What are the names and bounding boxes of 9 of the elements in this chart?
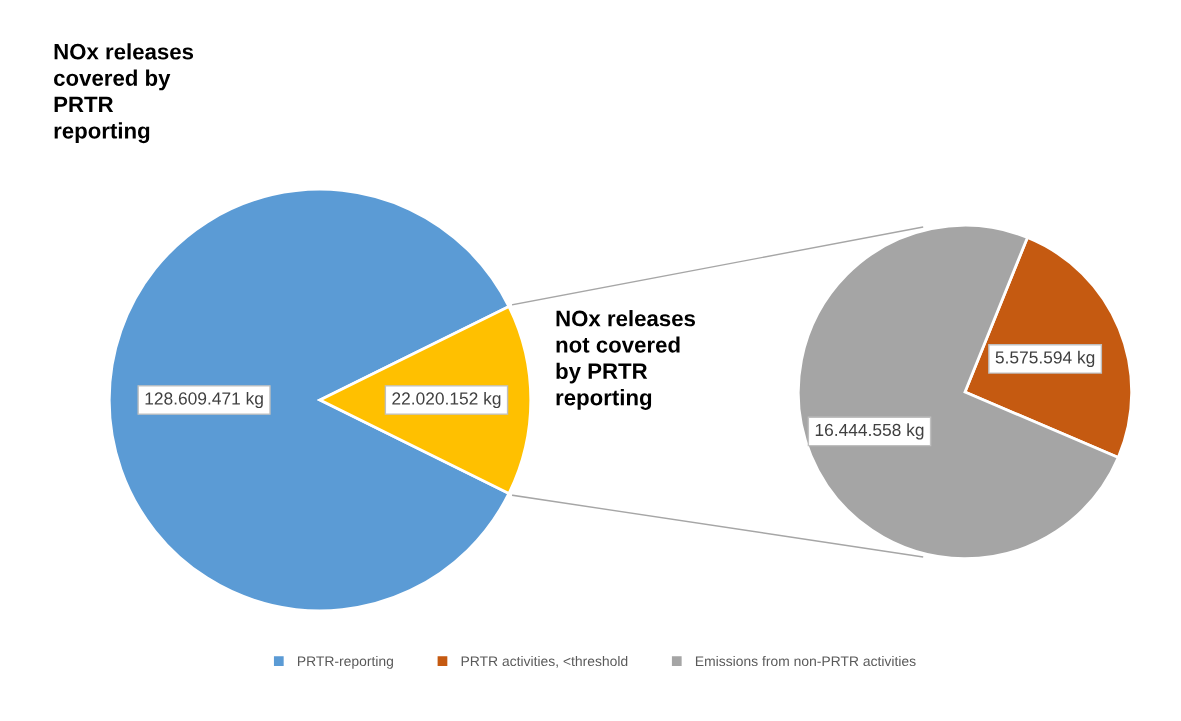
legend-label: Emissions from non-PRTR activities (695, 655, 916, 667)
data-label: 16.444.558 kg (815, 423, 924, 440)
legend-label: PRTR activities, <threshold (461, 655, 628, 668)
data-label: 5.575.594 kg (995, 350, 1095, 368)
data-label: 128.609.471 kg (145, 391, 263, 409)
data-label: 22.020.152 kg (392, 391, 501, 409)
chart-title: NOx releases covered by PRTR reporting (54, 43, 194, 144)
legend-label: PRTR-reporting (298, 655, 393, 669)
text: NOx releases not covered by PRTR reporting (556, 310, 695, 410)
